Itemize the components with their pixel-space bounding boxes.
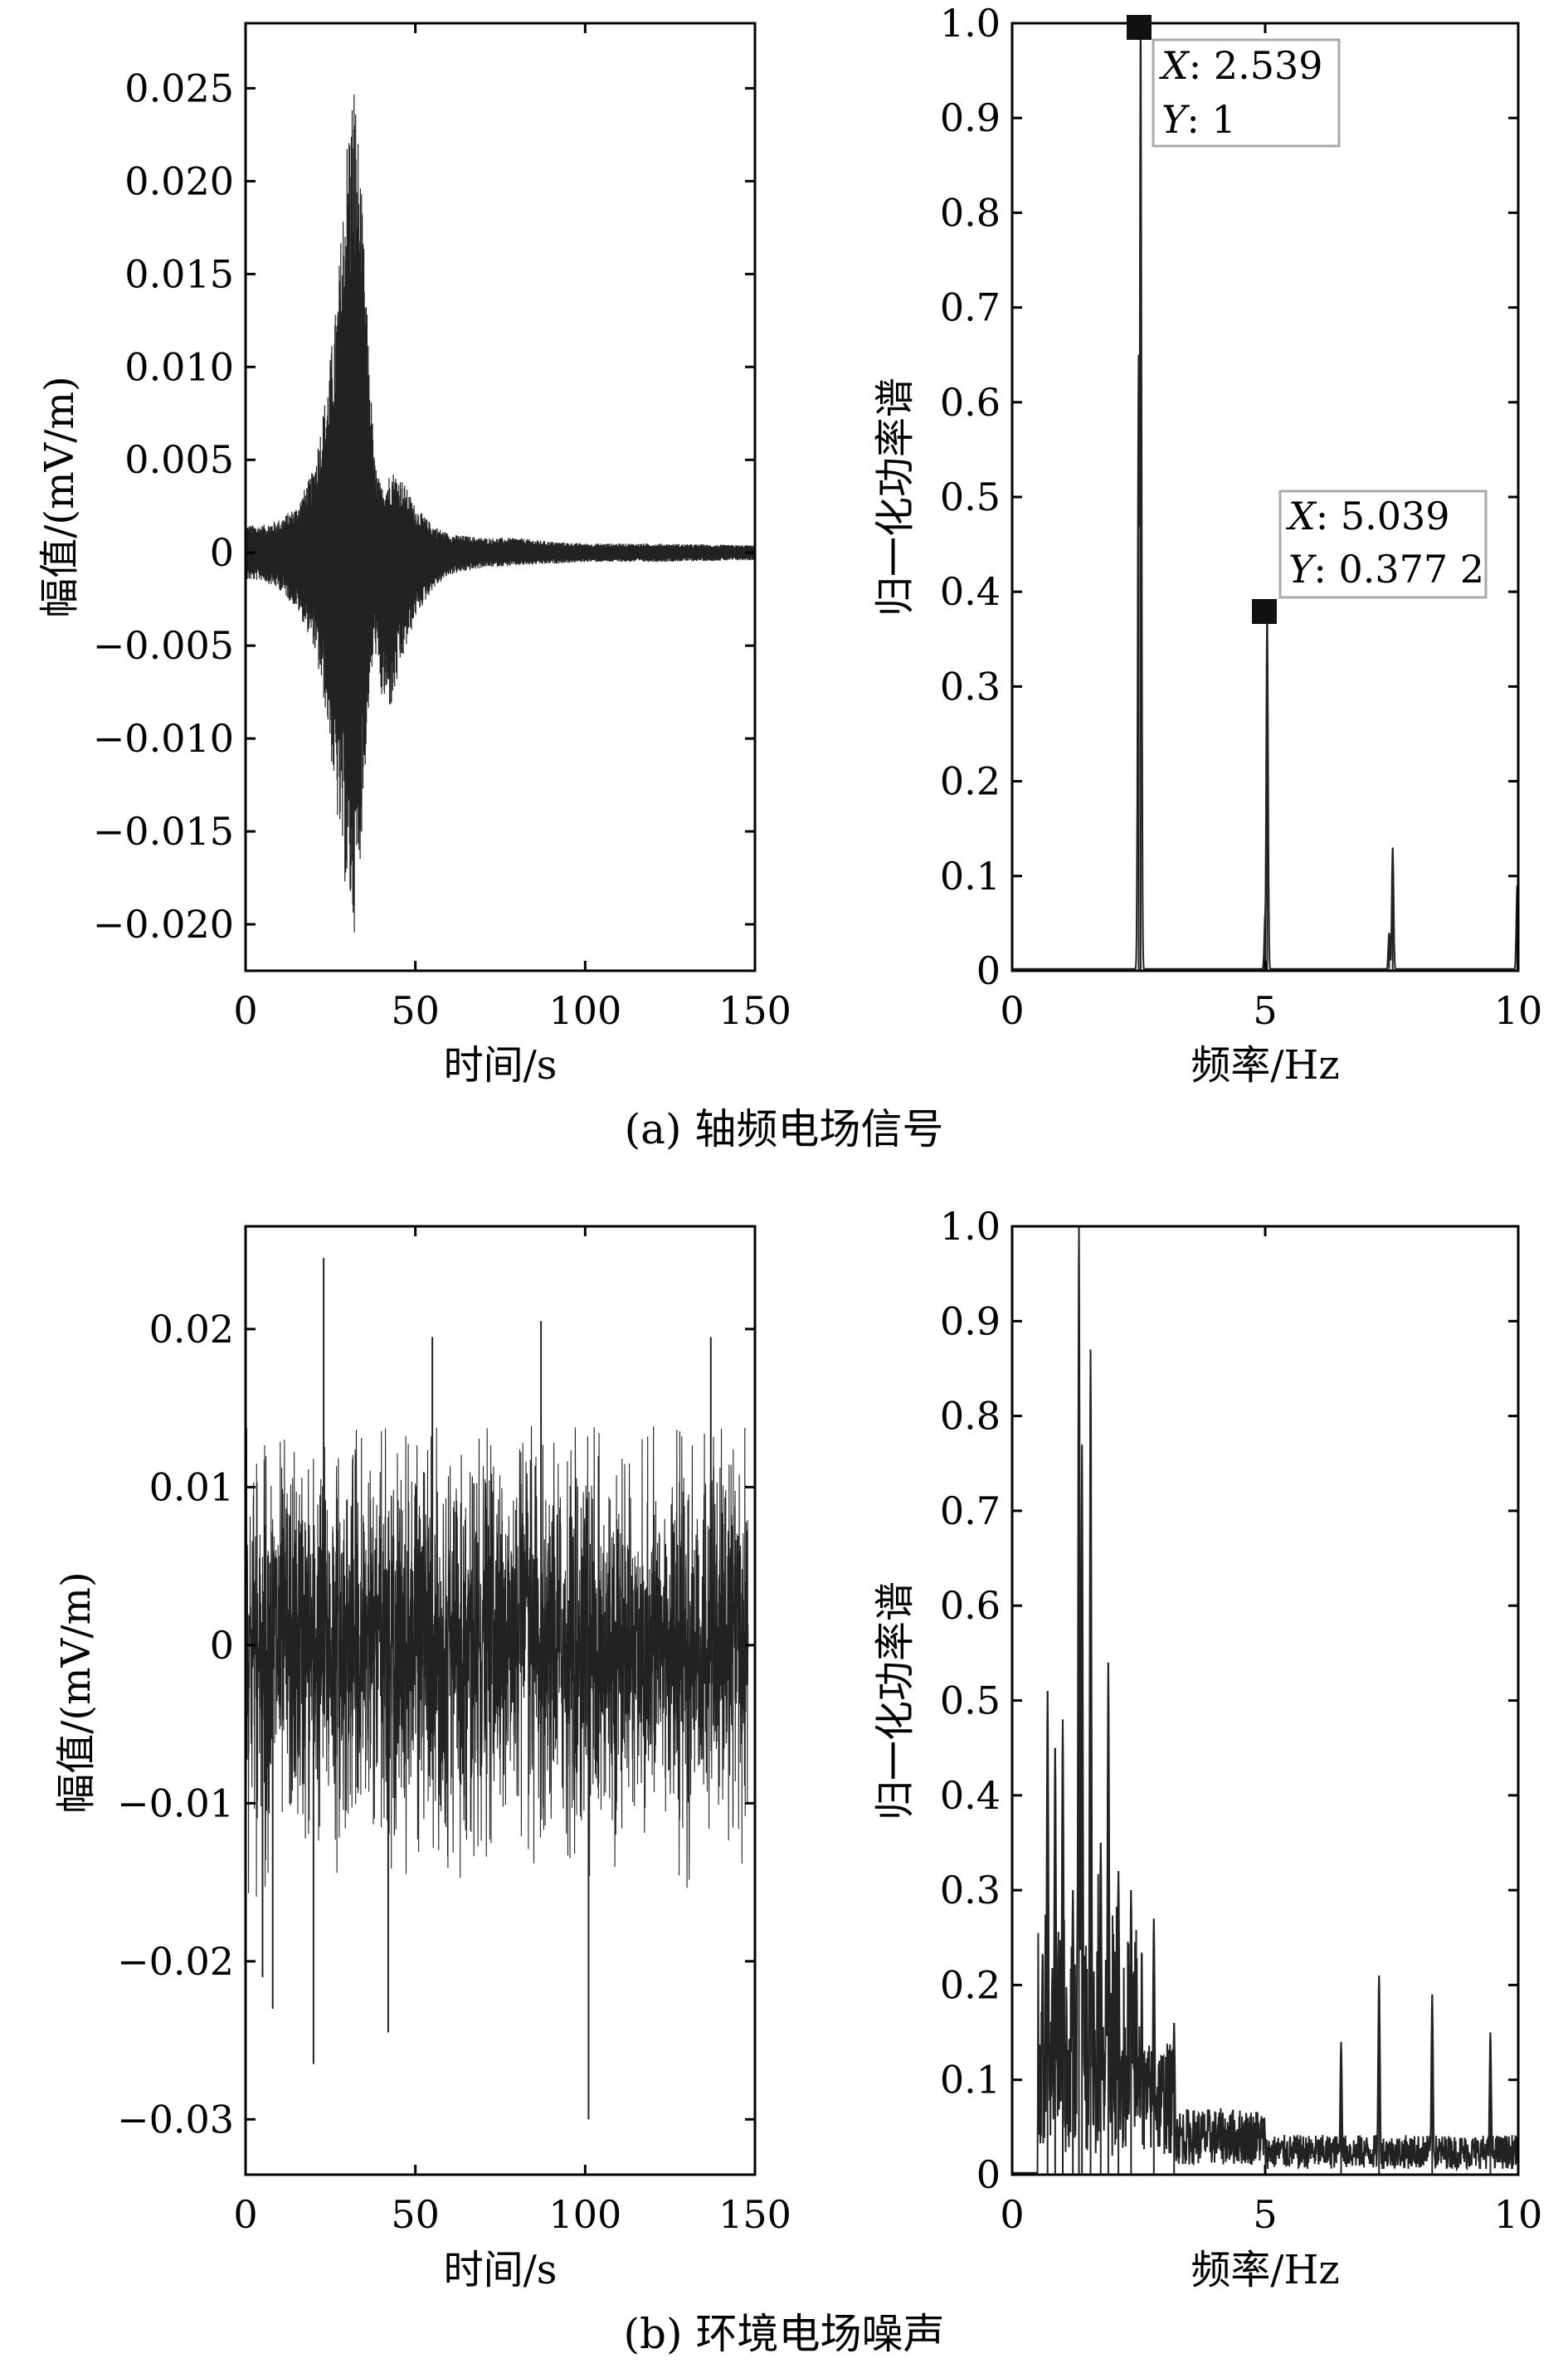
y-tick-label: 0.015 (124, 251, 234, 296)
y-ticks: 1.0 0.9 0.8 0.7 0.6 0.5 0.4 0.3 0.2 0.1 0 (940, 1204, 1518, 2197)
datatip-x: X: 5.039 (1286, 494, 1450, 538)
y-tick-label: −0.005 (93, 623, 234, 668)
y-tick-label: 0.1 (940, 854, 1001, 899)
plot-frame (244, 1225, 757, 2176)
plot-frame (244, 22, 757, 972)
y-tick-label: 1.0 (940, 1204, 1001, 1249)
panel-a-time-signal: 0.025 0.020 0.015 0.010 0.005 0 −0.005 −0.010 −0… (37, 22, 791, 1089)
datatip-x: X: 2.539 (1159, 43, 1323, 88)
y-tick-label: 0.7 (940, 285, 1001, 330)
plot-series (1012, 1226, 1519, 2175)
panel-b-time-noise: 0.020.010−0.01−0.02−0.03 0 50 100 150 时间/s … (53, 1225, 791, 2293)
y-axis-label: 幅值/(mV/m) (37, 376, 83, 618)
y-tick-label: 0 (210, 1623, 234, 1668)
noise-line (245, 1425, 749, 1898)
y-tick-label: 0.2 (940, 1962, 1001, 2007)
x-ticks: 0 50 100 150 (233, 1226, 791, 2237)
y-tick-label: 0.5 (940, 1679, 1001, 1723)
y-tick-label: 0.025 (124, 66, 234, 110)
y-tick-label: 0 (976, 948, 1001, 993)
plot-frame (1010, 1225, 1520, 2176)
panel-a-spectrum: 1.0 0.9 0.8 0.7 0.6 0.5 0.4 0.3 0.2 0.1 0 0 5 10 频率/… (872, 1, 1542, 1089)
plot-series (245, 1258, 749, 2120)
x-tick-label: 0 (1000, 2192, 1024, 2237)
x-ticks: 0 50 100 150 (233, 23, 791, 1033)
y-axis-label: 归一化功率谱 (872, 1581, 918, 1820)
x-tick-label: 0 (1000, 988, 1024, 1033)
x-tick-label: 5 (1253, 2192, 1277, 2237)
y-tick-label: 0 (976, 2152, 1001, 2197)
y-tick-label: 0.4 (940, 1773, 1001, 1818)
y-tick-label: 0.9 (940, 95, 1001, 140)
y-tick-label: −0.015 (93, 809, 234, 854)
y-ticks: 0.025 0.020 0.015 0.010 0.005 0 −0.005 −0.010 −0… (93, 66, 755, 947)
x-tick-label: 5 (1253, 988, 1277, 1033)
panel-b-noise-spectrum: 1.0 0.9 0.8 0.7 0.6 0.5 0.4 0.3 0.2 0.1 0 0 5 10 频率/… (872, 1204, 1542, 2293)
y-tick-label: 0.1 (940, 2058, 1001, 2102)
caption-a: (a) 轴频电场信号 (625, 1105, 944, 1153)
y-axis-label: 归一化功率谱 (872, 378, 918, 616)
spectrum-line (1012, 1229, 1519, 2174)
y-tick-label: 0.5 (940, 475, 1001, 519)
y-tick-label: 0.3 (940, 1868, 1001, 1912)
x-axis-label: 时间/s (444, 1042, 558, 1089)
datatip-y: Y: 0.377 2 (1288, 547, 1484, 592)
x-tick-label: 150 (718, 2192, 791, 2237)
x-tick-label: 100 (548, 2192, 621, 2237)
x-axis-label: 频率/Hz (1191, 2247, 1339, 2293)
y-tick-label: −0.010 (93, 716, 234, 761)
datatip-marker (1252, 599, 1277, 624)
y-tick-label: −0.02 (117, 1939, 234, 1984)
y-tick-label: 1.0 (940, 1, 1001, 46)
datatip-box (1278, 490, 1488, 599)
plot-series (1012, 23, 1519, 971)
y-tick-label: 0.6 (940, 380, 1001, 425)
y-tick-label: 0.3 (940, 664, 1001, 709)
signal-line (245, 94, 756, 933)
x-axis-label: 时间/s (444, 2247, 558, 2293)
y-tick-label: 0.9 (940, 1299, 1001, 1343)
plot-series (245, 94, 756, 933)
datatip-marker (1127, 15, 1152, 40)
datatip-1: X: 2.539 Y: 1 (1127, 15, 1341, 148)
datatip-y: Y: 1 (1161, 97, 1236, 142)
x-ticks: 0 5 10 (1000, 23, 1542, 1033)
y-tick-label: 0.8 (940, 190, 1001, 235)
y-tick-label: 0 (210, 530, 234, 575)
x-tick-label: 0 (233, 2192, 257, 2237)
x-tick-label: 10 (1494, 2192, 1543, 2237)
x-tick-label: 10 (1494, 988, 1543, 1033)
y-axis-label: 幅值/(mV/m) (53, 1571, 100, 1814)
x-tick-label: 50 (391, 2192, 440, 2237)
x-tick-label: 0 (233, 988, 257, 1033)
y-ticks: 0.02 0.01 0 −0.01 −0.02 −0.03 (117, 1307, 755, 2141)
y-tick-label: 0.010 (124, 344, 234, 389)
x-tick-label: 50 (391, 988, 440, 1033)
y-tick-label: 0.01 (149, 1464, 234, 1509)
y-tick-label: 0.6 (940, 1583, 1001, 1628)
x-tick-label: 100 (548, 988, 621, 1033)
x-ticks: 0 5 10 (1000, 1226, 1542, 2237)
y-tick-label: −0.03 (117, 2097, 234, 2141)
y-tick-label: 0.02 (149, 1307, 234, 1352)
y-tick-label: −0.020 (93, 902, 234, 947)
y-tick-label: 0.020 (124, 158, 234, 203)
y-ticks: 1.0 0.9 0.8 0.7 0.6 0.5 0.4 0.3 0.2 0.1 0 (940, 1, 1518, 993)
x-tick-label: 150 (718, 988, 791, 1033)
y-tick-label: 0.4 (940, 569, 1001, 614)
x-axis-label: 频率/Hz (1191, 1042, 1339, 1089)
datatip-2: X: 5.039 Y: 0.377 2 (1252, 490, 1488, 624)
y-tick-label: −0.01 (117, 1781, 234, 1825)
caption-b: (b) 环境电场噪声 (624, 2310, 945, 2358)
y-tick-label: 0.8 (940, 1394, 1001, 1439)
y-tick-label: 0.7 (940, 1489, 1001, 1533)
datatip-box (1152, 38, 1341, 148)
y-tick-label: 0.005 (124, 437, 234, 482)
y-tick-label: 0.2 (940, 759, 1001, 804)
